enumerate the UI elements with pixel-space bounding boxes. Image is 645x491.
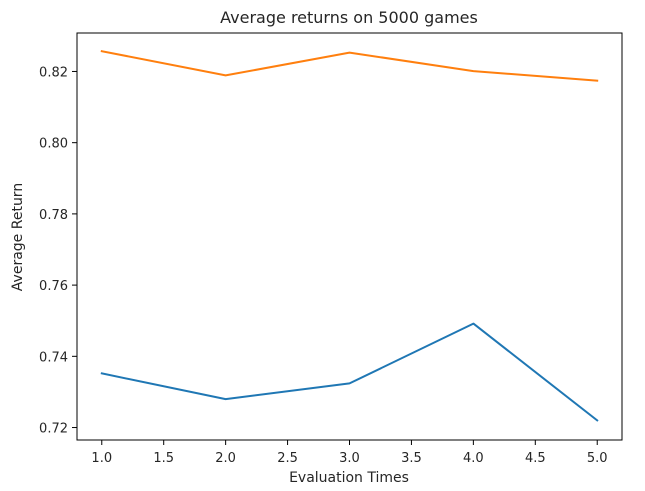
y-tick-label: 0.72 bbox=[39, 422, 68, 437]
y-tick-label: 0.78 bbox=[39, 208, 68, 223]
x-tick-label: 3.0 bbox=[339, 451, 360, 466]
x-tick-label: 1.0 bbox=[91, 451, 112, 466]
x-tick-label: 1.5 bbox=[153, 451, 174, 466]
y-tick-label: 0.74 bbox=[39, 350, 68, 365]
x-tick-label: 4.5 bbox=[525, 451, 546, 466]
y-tick-label: 0.80 bbox=[39, 137, 68, 152]
chart-title: Average returns on 5000 games bbox=[220, 8, 478, 27]
y-tick-label: 0.82 bbox=[39, 65, 68, 80]
x-tick-label: 3.5 bbox=[401, 451, 422, 466]
plot-area: 1.0 1.5 2.0 2.5 3.0 3.5 4.0 4.5 5.0 0.72 0.74 0.76 0… bbox=[39, 32, 623, 466]
y-tick-label: 0.76 bbox=[39, 279, 68, 294]
x-tick-label: 2.5 bbox=[277, 451, 298, 466]
plot-frame bbox=[76, 32, 623, 441]
series-line-1 bbox=[100, 322, 599, 422]
x-tick-label: 2.0 bbox=[215, 451, 236, 466]
x-tick-label: 4.0 bbox=[463, 451, 484, 466]
x-tick-label: 5.0 bbox=[587, 451, 608, 466]
y-axis-label: Average Return bbox=[10, 183, 26, 291]
x-axis-label: Evaluation Times bbox=[289, 470, 409, 486]
series-line-2 bbox=[100, 50, 599, 82]
